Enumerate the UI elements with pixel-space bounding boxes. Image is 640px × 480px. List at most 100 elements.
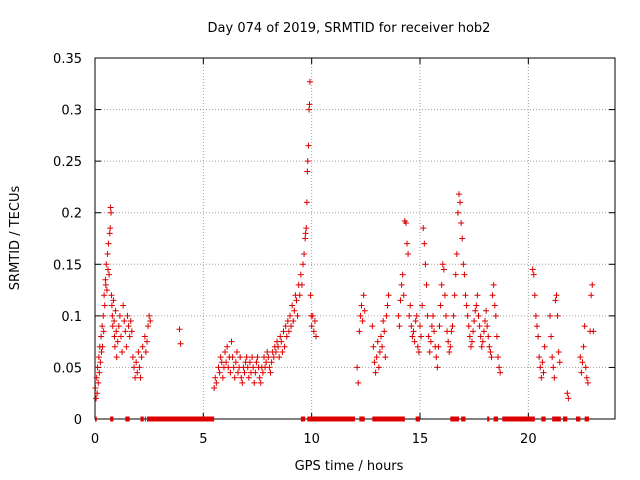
data-point [406,312,413,319]
data-point [249,354,256,361]
data-point [464,312,471,319]
data-point [463,302,470,309]
data-point [489,292,496,299]
data-point [534,323,540,330]
data-point [580,343,587,350]
data-point [137,374,144,381]
data-point [433,354,440,361]
data-point [493,333,500,340]
data-point [431,328,438,335]
data-point [470,328,477,335]
data-point [109,323,116,330]
data-point [139,343,146,350]
data-point [491,302,498,309]
data-point [376,348,383,355]
data-point [177,340,184,347]
data-point [264,348,271,355]
data-point [473,302,480,309]
data-point [583,374,590,381]
data-point [532,312,539,319]
data-point [109,312,116,319]
data-point [100,312,107,319]
data-point [300,261,306,268]
data-point [222,348,228,355]
data-point [265,354,272,361]
data-point [223,359,230,366]
data-point [554,312,561,319]
data-point [424,312,431,319]
data-point [108,302,115,309]
data-point [435,343,442,350]
data-point [297,271,304,278]
data-point [418,333,425,340]
data-point [313,333,319,340]
x-tick-label: 20 [520,432,537,447]
data-point [477,333,484,340]
data-point [372,369,379,376]
data-point [252,369,259,376]
data-point [232,359,239,366]
data-point [126,333,133,340]
data-point [285,328,292,335]
data-point [375,364,382,371]
data-point [254,354,261,361]
data-point [279,348,286,355]
data-point [427,338,434,345]
data-point [382,354,389,361]
data-point [399,271,406,278]
data-point [132,374,139,381]
data-point [106,230,113,237]
data-point [539,359,546,366]
data-point [266,364,273,371]
y-tick-label: 0.3 [61,104,82,119]
data-point [369,323,376,330]
data-point [131,364,137,371]
data-point [95,354,102,361]
data-point [541,343,548,350]
data-point [113,328,120,335]
data-point [116,312,123,319]
data-point [413,312,420,319]
data-point [118,333,124,340]
data-point [215,364,222,371]
data-point [547,312,553,319]
data-point [259,369,266,376]
data-point [225,364,232,371]
data-point [408,323,415,330]
data-point [488,354,495,361]
data-point [497,369,504,376]
data-point [496,364,503,371]
data-point [106,271,113,278]
data-point [277,333,284,340]
data-point [373,354,380,361]
data-point [237,354,244,361]
data-point [233,348,240,355]
data-point [136,364,143,371]
data-point [304,168,311,175]
data-point [385,292,392,299]
data-point [490,281,497,288]
y-tick-label: 0 [74,413,82,428]
data-point [359,318,366,325]
data-point [404,240,410,247]
data-point [458,220,465,227]
data-point [400,292,407,299]
x-tick-label: 0 [91,432,99,447]
data-point [244,364,251,371]
data-point [422,261,429,268]
data-point [107,204,114,211]
data-point [138,354,145,361]
data-point [93,395,100,402]
data-point [135,348,142,355]
data-point [224,343,231,350]
data-point [471,318,478,325]
data-point [556,359,563,366]
data-point [402,220,409,227]
data-point [479,338,486,345]
data-point [548,333,555,340]
data-points [92,78,597,402]
data-point [303,199,310,206]
data-point [460,261,467,268]
data-point [449,323,456,330]
data-point [250,364,257,371]
